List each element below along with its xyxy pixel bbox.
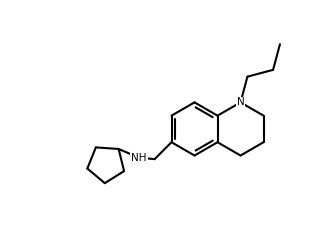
Text: N: N bbox=[237, 97, 244, 107]
Text: NH: NH bbox=[131, 153, 147, 163]
